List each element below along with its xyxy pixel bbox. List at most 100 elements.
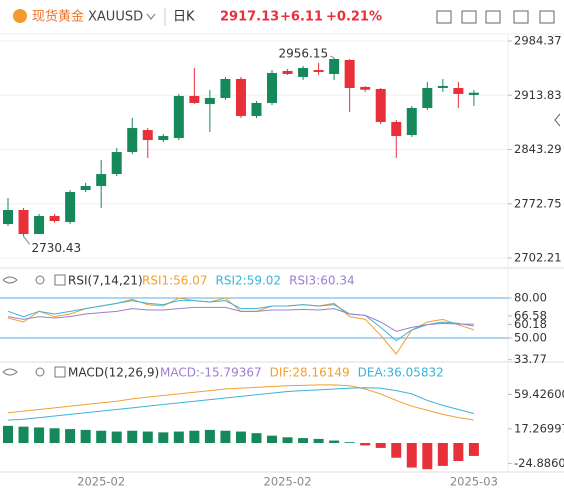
candle-body <box>34 216 45 235</box>
candle-body <box>235 78 246 116</box>
macd-bar <box>96 430 107 444</box>
tool-close[interactable] <box>539 10 555 24</box>
legend-entry: DIF:28.16149 <box>270 366 350 380</box>
macd-bar <box>18 426 29 444</box>
candle-body <box>3 210 13 225</box>
plus-icon[interactable] <box>54 366 66 378</box>
candle-body <box>80 186 91 191</box>
macd-bar <box>391 443 402 458</box>
legend-entry: RSI3:60.34 <box>289 274 355 288</box>
candle-body <box>282 70 293 74</box>
y-tick-label: 60.18 <box>514 317 547 331</box>
candle-body <box>49 216 60 222</box>
candle-body <box>173 95 184 139</box>
macd-bar <box>437 443 448 466</box>
macd-bar <box>189 430 200 444</box>
macd-bar <box>468 443 479 456</box>
candle-body <box>375 88 386 122</box>
candle-body <box>329 58 340 74</box>
toolbar <box>436 10 561 127</box>
gear-icon[interactable] <box>35 367 45 377</box>
symbol-icon <box>13 9 27 23</box>
candle-body <box>18 210 29 235</box>
eye-icon[interactable] <box>2 276 18 284</box>
candle-body <box>453 87 464 94</box>
macd-line <box>7 387 475 421</box>
macd-bar <box>298 438 309 444</box>
macd-bar <box>142 431 153 444</box>
macd-bar <box>80 429 91 444</box>
macd-bar <box>453 443 464 462</box>
min-label: 2730.43 <box>32 241 82 255</box>
tool-compare[interactable] <box>485 10 501 24</box>
y-tick-label: 66.58 <box>514 308 547 322</box>
macd-bar <box>3 425 13 444</box>
macd-bar <box>251 433 262 444</box>
macd-bar <box>235 431 246 444</box>
y-tick-label: 2843.29 <box>514 142 562 156</box>
candle-body <box>65 192 76 223</box>
x-tick-label: 2025-03 <box>450 475 498 489</box>
candle-body <box>391 121 402 137</box>
dropdown-arrow[interactable] <box>146 13 156 20</box>
candle-body <box>251 102 262 116</box>
candle-body <box>298 67 309 77</box>
symbol-name[interactable]: 现货黄金 <box>32 9 84 25</box>
tool-fullscreen[interactable] <box>513 10 529 24</box>
macd-bar <box>375 443 386 448</box>
x-tick-label: 2025-02 <box>264 475 312 489</box>
candle-body <box>111 152 122 175</box>
y-tick-label: 2913.83 <box>514 88 562 102</box>
macd-title: MACD(12,26,9) <box>68 366 159 380</box>
y-tick-label: 50.00 <box>514 331 547 345</box>
candle-body <box>267 72 278 103</box>
legend-entry: RSI1:56.07 <box>142 274 208 288</box>
macd-bar <box>422 443 433 470</box>
macd-bar <box>34 427 45 444</box>
legend-entry: DEA:36.05832 <box>358 366 444 380</box>
candle-body <box>96 174 107 187</box>
macd-bar <box>313 438 324 444</box>
tool-draw[interactable] <box>436 10 452 24</box>
rsi-tools <box>2 274 66 378</box>
candle-body <box>220 78 231 98</box>
candle-body <box>127 128 138 153</box>
gear-icon[interactable] <box>35 275 45 285</box>
macd-bar <box>173 431 184 444</box>
legend-entry: RSI2:59.02 <box>216 274 282 288</box>
candle-body <box>158 136 169 141</box>
tool-indicator[interactable] <box>461 10 477 24</box>
y-tick-label: 17.26997 <box>514 421 564 435</box>
x-tick-label: 2025-02 <box>77 475 125 489</box>
macd-bar <box>282 437 293 444</box>
candle-body <box>189 95 200 103</box>
y-tick-label: 33.77 <box>514 352 547 366</box>
rsi-line <box>7 306 474 332</box>
candle-body <box>468 92 479 95</box>
macd-bar <box>127 430 138 444</box>
price: 2917.13 <box>220 10 279 25</box>
macd-bar <box>111 431 122 444</box>
candle-body <box>344 59 355 88</box>
y-tick-label: -24.88606 <box>514 456 564 470</box>
collapse-arrow[interactable] <box>554 113 561 127</box>
candle-body <box>360 86 371 90</box>
y-tick-label: 59.42600 <box>514 387 564 401</box>
macd-bar <box>220 430 231 444</box>
macd-bar <box>406 443 417 468</box>
max-label: 2956.15 <box>279 46 329 60</box>
legend-entry: MACD:-15.79367 <box>160 366 262 380</box>
plus-icon[interactable] <box>54 274 66 286</box>
change: +6.11 <box>280 10 323 25</box>
period[interactable]: 日K <box>173 10 195 25</box>
macd-bar <box>267 435 278 444</box>
min-pointer <box>23 235 30 245</box>
candle-body <box>204 97 215 104</box>
macd-bar <box>49 428 60 444</box>
symbol-code[interactable]: XAUUSD <box>88 10 143 25</box>
y-tick-label: 2702.21 <box>514 251 562 265</box>
eye-icon[interactable] <box>2 368 18 376</box>
macd-bar <box>204 429 215 444</box>
change-pct: +0.21% <box>326 10 382 25</box>
